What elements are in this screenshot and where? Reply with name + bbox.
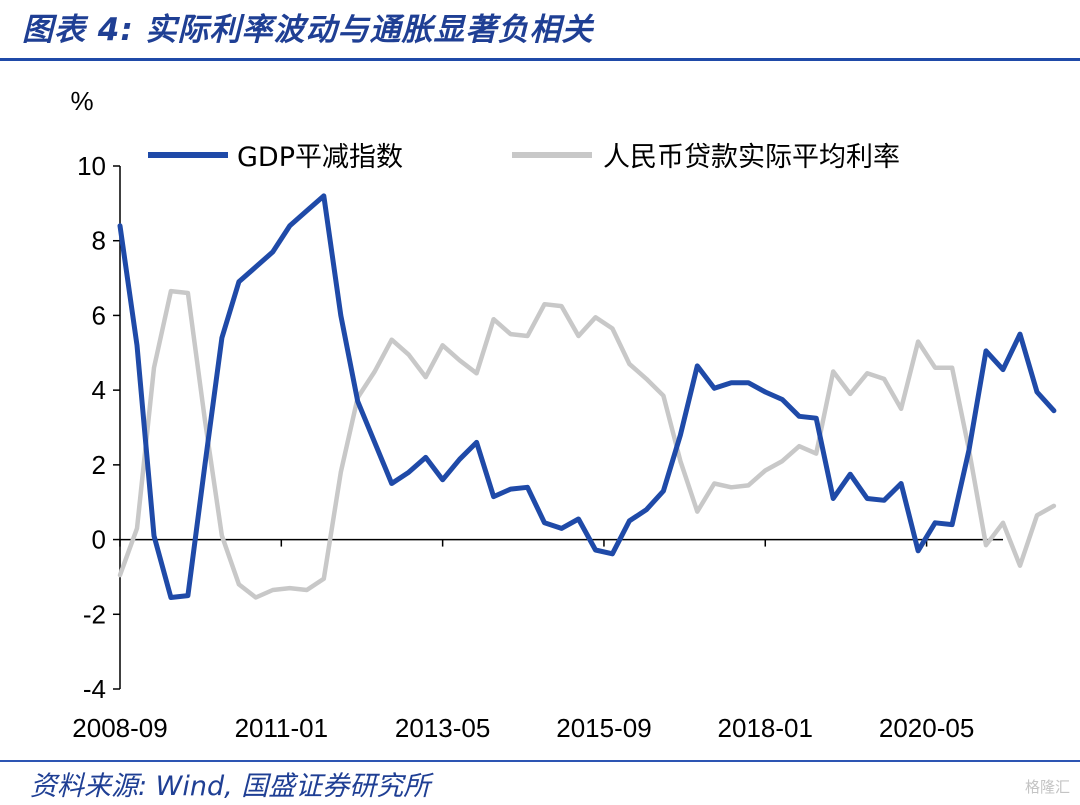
axes: -4 -2 0 2 4 6 8 10 2008-09 2011-01 2013-05 2015-09 2… bbox=[72, 151, 1003, 743]
y-tick-label: 4 bbox=[92, 375, 106, 405]
y-tick-label: 6 bbox=[92, 300, 106, 330]
chart-title: 图表 4: 实际利率波动与通胀显著负相关 bbox=[22, 12, 594, 48]
x-tick-label: 2015-09 bbox=[556, 713, 651, 743]
y-tick-label: 10 bbox=[77, 151, 106, 181]
line-chart: % -4 -2 0 2 4 6 8 10 2008-09 2011-01 2013-05 2015-0… bbox=[70, 86, 1057, 743]
x-tick-label: 2011-01 bbox=[235, 713, 329, 743]
y-tick-label: -4 bbox=[83, 674, 106, 704]
source-note: 资料来源: Wind, 国盛证券研究所 bbox=[30, 771, 431, 802]
y-axis-unit-label: % bbox=[70, 86, 93, 116]
footer-divider bbox=[0, 760, 1080, 762]
series-line-gdp-deflator bbox=[117, 193, 1057, 600]
x-tick-label: 2018-01 bbox=[718, 713, 813, 743]
series-line-real-loan-rate bbox=[117, 288, 1057, 600]
x-tick-label: 2013-05 bbox=[395, 713, 490, 743]
y-tick-label: -2 bbox=[83, 599, 106, 629]
title-divider bbox=[0, 58, 1080, 61]
legend-item-gdp-deflator: GDP平减指数 bbox=[148, 142, 403, 173]
x-tick-label: 2020-05 bbox=[879, 713, 974, 743]
legend: GDP平减指数 人民币贷款实际平均利率 bbox=[148, 142, 900, 173]
y-tick-label: 2 bbox=[92, 450, 106, 480]
legend-label: 人民币贷款实际平均利率 bbox=[603, 142, 900, 173]
watermark: 格隆汇 bbox=[1024, 778, 1070, 796]
legend-label: GDP平减指数 bbox=[237, 142, 403, 173]
x-tick-label: 2008-09 bbox=[72, 713, 167, 743]
y-tick-label: 0 bbox=[92, 525, 106, 555]
y-tick-label: 8 bbox=[92, 226, 106, 256]
series-layer bbox=[117, 193, 1057, 600]
legend-item-real-loan-rate: 人民币贷款实际平均利率 bbox=[512, 142, 900, 173]
